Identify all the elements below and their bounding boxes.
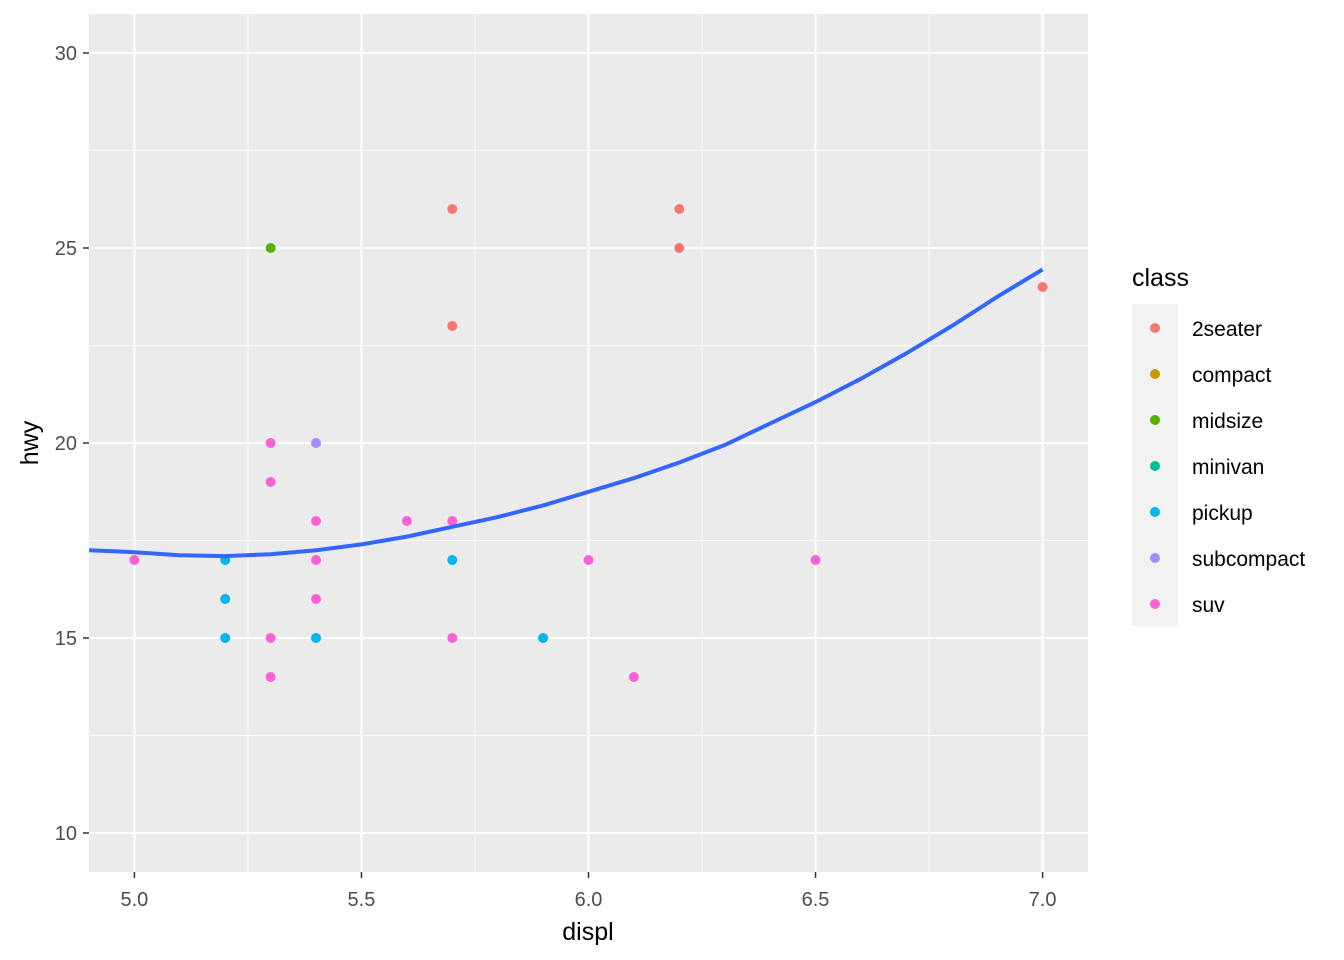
- data-point-suv: [265, 438, 276, 448]
- data-point-pickup: [220, 633, 231, 643]
- legend-label-pickup: pickup: [1192, 502, 1253, 525]
- x-axis-title: displ: [562, 918, 613, 946]
- legend-items: 2seater compact midsize minivan pickup subcom…: [1150, 318, 1305, 617]
- legend-key-pickup: [1150, 507, 1160, 517]
- legend-label-midsize: midsize: [1192, 410, 1263, 433]
- y-tick-label: 25: [55, 238, 77, 260]
- data-point-subcompact: [311, 438, 322, 448]
- data-point-pickup: [311, 633, 322, 643]
- y-tick-marks: [83, 52, 89, 834]
- major-gridlines: [89, 14, 1088, 872]
- data-point-suv: [265, 672, 276, 682]
- data-point-2seater: [674, 204, 685, 214]
- data-point-midsize: [265, 243, 276, 253]
- data-point-suv: [129, 555, 140, 565]
- data-point-suv: [628, 672, 639, 682]
- data-point-suv: [447, 633, 458, 643]
- data-point-suv: [401, 516, 412, 526]
- data-point-pickup: [447, 555, 458, 565]
- data-point-suv: [265, 477, 276, 487]
- y-tick-label: 10: [55, 823, 77, 845]
- smooth-trend-line: [88, 267, 1044, 559]
- legend-label-minivan: minivan: [1192, 456, 1264, 479]
- y-tick-label: 15: [55, 628, 77, 650]
- data-point-2seater: [674, 243, 685, 253]
- legend-title: class: [1132, 264, 1189, 292]
- legend-label-suv: suv: [1192, 594, 1225, 617]
- legend-key-compact: [1150, 369, 1160, 379]
- data-point-pickup: [220, 594, 231, 604]
- data-point-suv: [311, 594, 322, 604]
- y-tick-label: 30: [55, 43, 77, 65]
- legend-label-compact: compact: [1192, 364, 1272, 387]
- data-point-suv: [447, 516, 458, 526]
- data-point-pickup: [538, 633, 549, 643]
- legend: class 2seater compact midsize minivan pickup…: [1132, 264, 1305, 626]
- points-layer: [129, 204, 1048, 682]
- legend-key-midsize: [1150, 415, 1160, 425]
- data-point-2seater: [447, 204, 458, 214]
- data-point-2seater: [447, 321, 458, 331]
- data-point-suv: [583, 555, 594, 565]
- legend-key-subcompact: [1150, 553, 1160, 563]
- x-tick-label: 7.0: [1029, 889, 1057, 911]
- y-tick-labels: 10 15 20 25 30: [55, 43, 77, 845]
- data-point-suv: [311, 516, 322, 526]
- legend-key-2seater: [1150, 323, 1160, 333]
- y-axis-title: hwy: [16, 420, 44, 465]
- x-tick-label: 5.0: [121, 889, 149, 911]
- legend-label-2seater: 2seater: [1192, 318, 1262, 341]
- legend-key-suv: [1150, 599, 1160, 609]
- data-point-2seater: [1037, 282, 1048, 292]
- legend-key-minivan: [1150, 461, 1160, 471]
- x-tick-label: 5.5: [348, 889, 376, 911]
- x-tick-label: 6.0: [575, 889, 603, 911]
- x-tick-labels: 5.0 5.5 6.0 6.5 7.0: [121, 889, 1057, 911]
- x-tick-label: 6.5: [802, 889, 830, 911]
- legend-label-subcompact: subcompact: [1192, 548, 1305, 571]
- y-tick-label: 20: [55, 433, 77, 455]
- data-point-suv: [311, 555, 322, 565]
- x-tick-marks: [133, 872, 1044, 878]
- data-point-suv: [810, 555, 821, 565]
- data-point-suv: [265, 633, 276, 643]
